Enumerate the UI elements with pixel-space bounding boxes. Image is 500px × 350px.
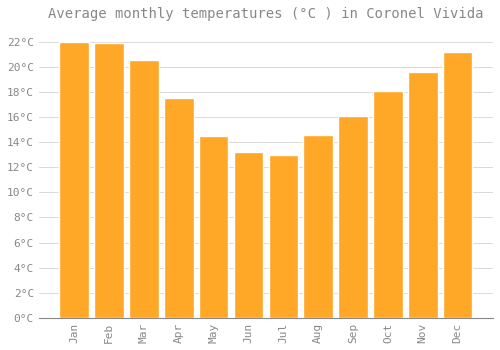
Bar bbox=[94, 43, 124, 318]
Bar bbox=[60, 42, 89, 318]
Bar bbox=[268, 155, 298, 318]
Bar bbox=[199, 136, 228, 318]
Bar bbox=[164, 98, 194, 318]
Bar bbox=[408, 72, 438, 318]
Title: Average monthly temperatures (°C ) in Coronel Vivida: Average monthly temperatures (°C ) in Co… bbox=[48, 7, 484, 21]
Bar bbox=[234, 152, 264, 318]
Bar bbox=[443, 52, 472, 318]
Bar bbox=[129, 61, 159, 318]
Bar bbox=[373, 91, 402, 318]
Bar bbox=[338, 116, 368, 318]
Bar bbox=[304, 134, 333, 318]
